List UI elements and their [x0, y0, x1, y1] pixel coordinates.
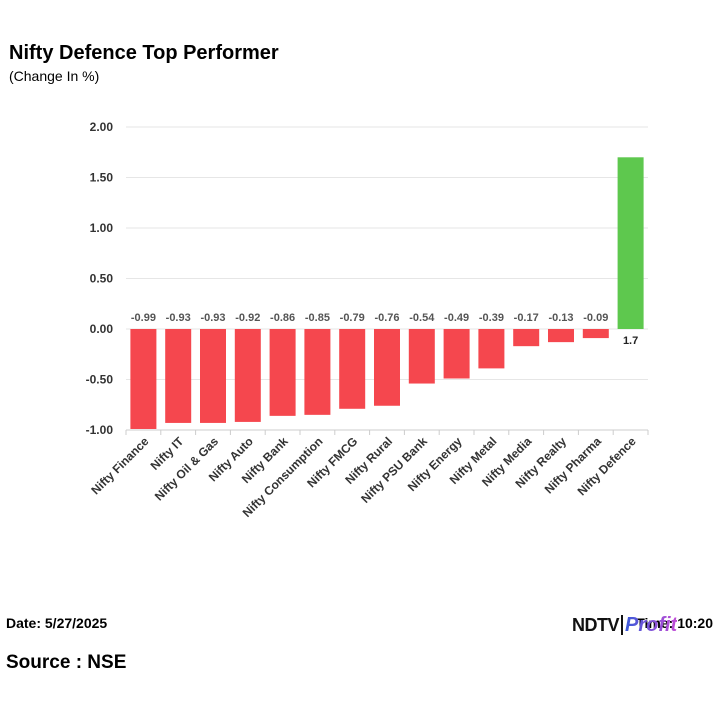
date-label: Date: 5/27/2025 — [6, 615, 108, 631]
data-label: -0.92 — [235, 312, 260, 324]
bar — [304, 329, 331, 415]
category-label: Nifty Finance — [88, 434, 151, 497]
bar — [165, 329, 192, 423]
y-tick-label: -0.50 — [86, 373, 114, 387]
bar-chart: 2.00 1.50 1.00 0.50 0.00 -0.50 -1.00 -0.99 Nifty… — [86, 120, 649, 520]
y-tick-label: 1.50 — [90, 171, 114, 185]
logo-ndtv-text: NDTV — [572, 614, 620, 635]
bar — [234, 329, 261, 422]
y-tick-label: 2.00 — [90, 120, 114, 134]
time-label: Time: 10:20 — [636, 615, 713, 631]
bar — [617, 157, 644, 329]
data-label: -0.93 — [200, 312, 225, 324]
chart-title: Nifty Defence Top Performer — [9, 42, 279, 64]
bar — [269, 329, 296, 416]
ndtv-profit-logo: NDTV Profit — [572, 613, 677, 637]
data-label: -0.99 — [131, 312, 156, 324]
data-label: -0.17 — [514, 312, 539, 324]
y-tick-label: 0.50 — [90, 272, 114, 286]
data-label: -0.79 — [340, 312, 365, 324]
source-label: Source : NSE — [6, 652, 127, 673]
logo-profit-text: Profit — [625, 613, 678, 636]
data-label: -0.13 — [548, 312, 573, 324]
data-label: 1.7 — [623, 335, 638, 347]
bar — [443, 329, 470, 379]
bar — [548, 329, 574, 343]
bar — [339, 329, 366, 409]
data-label: -0.49 — [444, 312, 469, 324]
y-tick-label: 1.00 — [90, 221, 114, 235]
bar — [130, 329, 157, 429]
y-tick-label: 0.00 — [90, 322, 114, 336]
data-label: -0.54 — [409, 312, 435, 324]
chart-subtitle: (Change In %) — [9, 68, 100, 84]
data-label: -0.93 — [166, 312, 191, 324]
logo-separator — [621, 615, 623, 635]
bar — [513, 329, 540, 347]
y-tick-label: -1.00 — [86, 423, 114, 437]
data-label: -0.09 — [583, 312, 608, 324]
bar — [200, 329, 226, 423]
bar — [582, 329, 609, 339]
data-label: -0.85 — [305, 312, 330, 324]
bar — [478, 329, 505, 369]
bar — [374, 329, 400, 406]
data-label: -0.76 — [374, 312, 399, 324]
data-label: -0.39 — [479, 312, 504, 324]
bar — [408, 329, 435, 384]
data-label: -0.86 — [270, 312, 295, 324]
